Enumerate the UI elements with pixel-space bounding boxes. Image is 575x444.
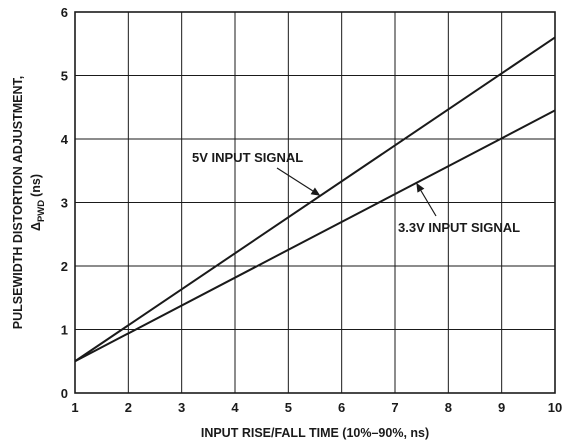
y-axis-unit: (ns) [29,174,43,197]
series-line-5v [74,36,556,363]
y-tick-labels: 0 1 2 3 4 5 6 [61,5,69,401]
y-tick-label: 0 [61,386,68,401]
y-axis-label: PULSEWIDTH DISTORTION ADJUSTMENT, [11,76,25,329]
y-axis-delta-symbol: Δ [29,222,43,231]
y-tick-label: 1 [61,323,68,338]
x-tick-label: 8 [445,400,452,415]
annotations: 5V INPUT SIGNAL 3.3V INPUT SIGNAL [192,150,520,235]
annotation-arrow [276,167,314,192]
x-tick-label: 2 [125,400,132,415]
x-axis-label: INPUT RISE/FALL TIME (10%–90%, ns) [201,426,429,440]
x-tick-labels: 1 2 3 4 5 6 7 8 9 10 [71,400,562,415]
plot-frame [74,11,556,394]
y-axis-label-symbol: ΔPWD (ns) [29,174,47,231]
series-lines [74,36,556,363]
x-tick-label: 4 [231,400,239,415]
annotation-arrowhead [310,187,321,196]
x-tick-label: 1 [71,400,78,415]
x-tick-label: 6 [338,400,345,415]
y-axis-subscript: PWD [36,200,47,222]
y-tick-label: 3 [61,196,68,211]
annotation-arrowhead [416,182,425,193]
x-tick-label: 5 [285,400,292,415]
grid-lines [75,12,555,393]
y-tick-label: 5 [61,69,68,84]
series-annotation-label: 5V INPUT SIGNAL [192,150,303,165]
x-tick-label: 10 [548,400,562,415]
y-tick-label: 4 [61,132,69,147]
series-line-3v3 [74,109,556,363]
x-tick-label: 3 [178,400,185,415]
y-tick-label: 6 [61,5,68,20]
y-tick-label: 2 [61,259,68,274]
series-annotation-label: 3.3V INPUT SIGNAL [398,220,520,235]
x-tick-label: 9 [498,400,505,415]
annotation-arrow [420,190,437,217]
x-tick-label: 7 [391,400,398,415]
